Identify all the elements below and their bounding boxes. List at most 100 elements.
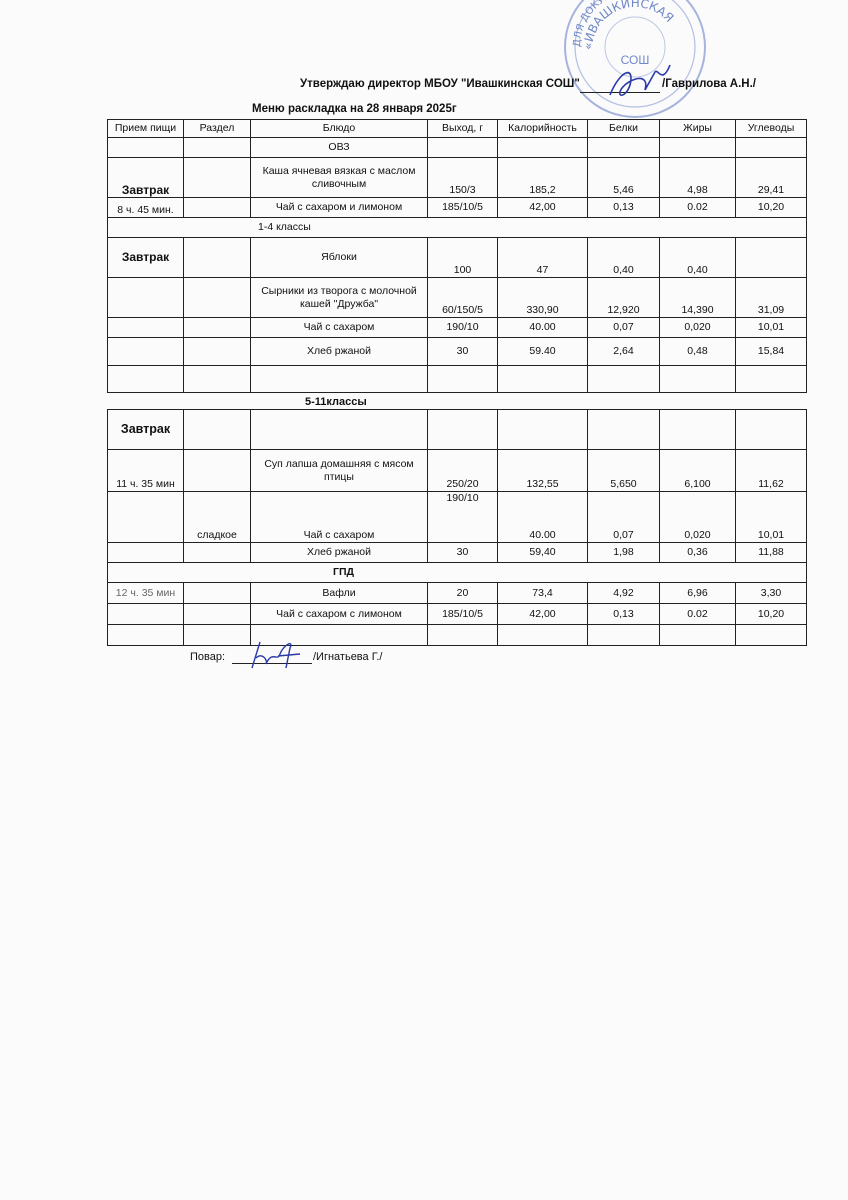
table-cell: 2,64 [587,337,660,366]
table-cell: Чай с сахаром с лимоном [250,603,428,625]
section-row: ГПД [107,562,807,583]
table-cell: 14,390 [659,277,736,318]
table-cell [183,337,251,366]
table-cell [183,542,251,563]
table-cell [497,624,588,646]
table-cell: 190/10 [427,491,498,543]
cook-signature-line [232,663,312,664]
table-cell: Завтрак [107,237,184,278]
table-cell: 10,20 [735,603,807,625]
table-cell: 8 ч. 45 мин. [107,197,184,218]
table-cell: Сырники из творога с молочной кашей "Дру… [250,277,428,318]
table-cell [183,582,251,604]
table-cell: 4,98 [659,157,736,198]
table-cell: 40.00 [497,317,588,338]
table-cell [183,197,251,218]
table-cell [183,365,251,393]
director-name: /Гаврилова А.Н./ [662,78,757,90]
table-cell: 10,01 [735,317,807,338]
table-row: ОВЗ [107,137,807,158]
table-cell [587,409,660,450]
table-cell: 40.00 [497,491,588,543]
table-cell: 42,00 [497,197,588,218]
table-cell [183,449,251,492]
table-cell: ОВЗ [250,137,428,158]
table-cell: 10,01 [735,491,807,543]
table-cell: 150/3 [427,157,498,198]
table-cell [659,137,736,158]
table-cell [183,277,251,318]
section-title: ГПД [107,562,807,583]
table-cell: 15,84 [735,337,807,366]
table-cell: 6,96 [659,582,736,604]
table-cell [107,277,184,318]
table-cell: Завтрак [107,409,184,450]
table-row: Хлеб ржаной 30 59.40 2,64 0,48 15,84 [107,337,807,366]
table-cell [497,137,588,158]
table-cell: Завтрак [107,157,184,198]
table-row: Завтрак Каша ячневая вязкая с маслом слив… [107,157,807,198]
table-cell [735,137,807,158]
table-cell [107,603,184,625]
table-cell [659,624,736,646]
table-cell: 31,09 [735,277,807,318]
table-cell: 0,020 [659,317,736,338]
table-row [107,624,807,646]
table-cell: 60/150/5 [427,277,498,318]
table-cell: Хлеб ржаной [250,337,428,366]
table-cell: 5,46 [587,157,660,198]
cook-label: Повар: [190,651,226,663]
table-row [107,365,807,393]
table-cell [183,137,251,158]
table-cell: 73,4 [497,582,588,604]
table-cell: 185/10/5 [427,197,498,218]
cook-name: /Игнатьева Г./ [313,651,383,663]
menu-table-1: Прием пищи Раздел Блюдо Выход, г Калорийност… [107,119,807,393]
table-cell: 42,00 [497,603,588,625]
table-row: Завтрак Яблоки 100 47 0,40 0,40 [107,237,807,278]
table-cell: 1,98 [587,542,660,563]
official-stamp: ДЛЯ ДОКУМЕНТОВ «ИВАШКИНСКАЯ СОШ [564,0,706,118]
table-cell: 3,30 [735,582,807,604]
column-header: Блюдо [250,119,428,138]
table-cell: 6,100 [659,449,736,492]
table-cell [107,337,184,366]
table-cell [587,624,660,646]
table-cell: 4,92 [587,582,660,604]
table-cell [735,624,807,646]
table-row: 11 ч. 35 мин Суп лапша домашняя с мясом п… [107,449,807,492]
table-cell: 30 [427,337,498,366]
table-cell: 29,41 [735,157,807,198]
table-row: 8 ч. 45 мин. Чай с сахаром и лимоном 185/1… [107,197,807,218]
table-cell [107,317,184,338]
table-cell: 0,020 [659,491,736,543]
table-cell: 20 [427,582,498,604]
table-cell: 0,40 [659,237,736,278]
table-cell: Суп лапша домашняя с мясом птицы [250,449,428,492]
table-cell [107,542,184,563]
table-cell: 0,40 [587,237,660,278]
table-cell: 59,40 [497,542,588,563]
column-header: Выход, г [427,119,498,138]
table-cell: 47 [497,237,588,278]
table-cell [107,137,184,158]
table-cell: 11,88 [735,542,807,563]
table-cell: 0,48 [659,337,736,366]
table-cell: 0,36 [659,542,736,563]
column-header: Прием пищи [107,119,184,138]
table-cell: Каша ячневая вязкая с маслом сливочным [250,157,428,198]
table-cell: Чай с сахаром [250,491,428,543]
table-cell: 12,920 [587,277,660,318]
section-row: 1-4 классы [107,217,807,238]
table-row: Завтрак [107,409,807,450]
table-cell [427,409,498,450]
column-header: Жиры [659,119,736,138]
menu-table-2: Завтрак 11 ч. 35 мин Суп лапша домашняя с … [107,409,807,646]
director-signature [609,64,671,96]
table-row: 12 ч. 35 мин Вафли 20 73,4 4,92 6,96 3,30 [107,582,807,604]
column-header: Белки [587,119,660,138]
table-row: Чай с сахаром с лимоном 185/10/5 42,00 0,13… [107,603,807,625]
table-cell [250,409,428,450]
table-cell [427,624,498,646]
table-cell: 250/20 [427,449,498,492]
